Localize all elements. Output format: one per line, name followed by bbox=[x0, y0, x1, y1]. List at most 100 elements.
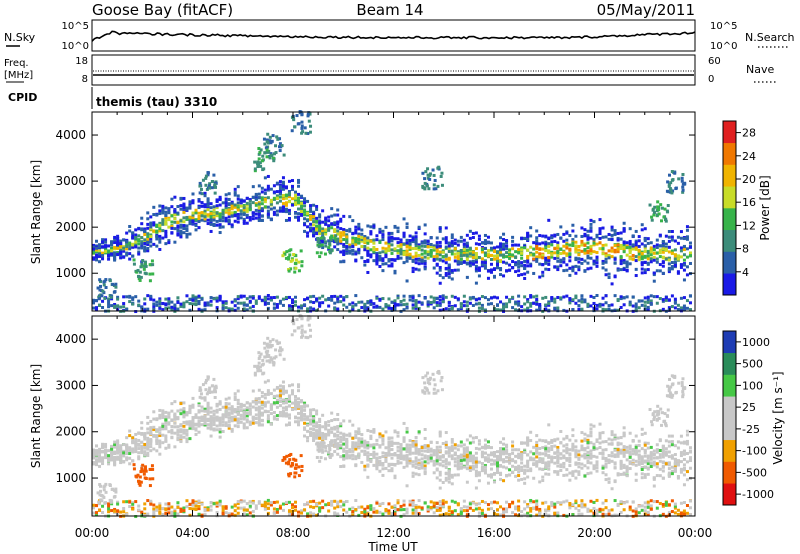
power-cell bbox=[264, 146, 268, 150]
power-cell bbox=[411, 270, 415, 274]
power-cell bbox=[468, 264, 472, 268]
power-cell bbox=[553, 251, 557, 255]
power-cell bbox=[420, 241, 424, 245]
power-cell bbox=[275, 209, 279, 213]
power-cell bbox=[565, 231, 569, 235]
power-cell bbox=[269, 187, 273, 191]
velocity-cell bbox=[275, 385, 279, 389]
power-cell bbox=[651, 208, 655, 212]
velocity-cell bbox=[257, 407, 261, 411]
velocity-cell bbox=[98, 464, 102, 468]
velocity-cell bbox=[366, 441, 370, 445]
power-cell bbox=[628, 300, 632, 304]
velocity-cell bbox=[233, 410, 237, 414]
power-cell bbox=[381, 229, 385, 233]
power-cell bbox=[218, 203, 222, 207]
power-cell bbox=[462, 294, 466, 298]
power-cell bbox=[104, 249, 108, 253]
power-cell bbox=[321, 238, 325, 242]
power-cell bbox=[142, 267, 146, 271]
power-cell bbox=[565, 254, 569, 258]
power-cell bbox=[580, 261, 584, 265]
power-cell bbox=[128, 224, 132, 228]
velocity-cell bbox=[312, 438, 316, 442]
power-cell bbox=[300, 120, 304, 124]
power-cell bbox=[435, 254, 439, 258]
power-cell bbox=[271, 134, 275, 138]
power-cell bbox=[390, 300, 394, 304]
power-cell bbox=[363, 248, 367, 252]
velocity-cell bbox=[134, 515, 138, 519]
velocity-cell bbox=[167, 430, 171, 434]
velocity-cell bbox=[315, 421, 319, 425]
power-cell bbox=[143, 232, 147, 236]
power-cell bbox=[182, 304, 186, 308]
power-cell bbox=[290, 187, 294, 191]
power-cell bbox=[107, 244, 111, 248]
velocity-cell bbox=[278, 394, 282, 398]
power-cell bbox=[517, 269, 521, 273]
velocity-cell bbox=[224, 423, 228, 427]
power-cell bbox=[185, 235, 189, 239]
power-cell bbox=[236, 194, 240, 198]
power-cell bbox=[622, 296, 626, 300]
power-cell bbox=[348, 229, 352, 233]
power-cell bbox=[405, 238, 409, 242]
power-cell bbox=[113, 256, 117, 260]
velocity-cell bbox=[345, 456, 349, 460]
velocity-cell bbox=[405, 458, 409, 462]
velocity-cell bbox=[378, 445, 382, 449]
power-cell bbox=[290, 179, 294, 183]
nsky-panel: N.Sky 10^5 10^0 10^5 10^0 N.Search bbox=[4, 19, 795, 52]
power-cell bbox=[227, 208, 231, 212]
velocity-cell bbox=[399, 449, 403, 453]
power-cell bbox=[477, 274, 481, 278]
velocity-cell bbox=[275, 405, 279, 409]
power-cell bbox=[113, 302, 117, 306]
power-cell bbox=[649, 299, 653, 303]
velocity-cell bbox=[290, 408, 294, 412]
power-cell bbox=[411, 236, 415, 240]
power-cell bbox=[342, 237, 346, 241]
power-cell bbox=[556, 232, 560, 236]
power-cell bbox=[426, 239, 430, 243]
power-cell bbox=[212, 218, 216, 222]
power-cell bbox=[203, 303, 207, 307]
power-cell bbox=[598, 303, 602, 307]
power-cell bbox=[538, 247, 542, 251]
power-cell bbox=[339, 239, 343, 243]
power-cell bbox=[438, 227, 442, 231]
power-cell bbox=[447, 301, 451, 305]
velocity-cell bbox=[360, 442, 364, 446]
velocity-cell bbox=[351, 513, 355, 517]
velocity-cell bbox=[384, 458, 388, 462]
velocity-cell bbox=[239, 500, 243, 504]
power-cell bbox=[194, 224, 198, 228]
power-cell bbox=[562, 232, 566, 236]
velocity-cell bbox=[318, 432, 322, 436]
power-cell bbox=[447, 264, 451, 268]
power-cell bbox=[489, 296, 493, 300]
velocity-cell bbox=[119, 449, 123, 453]
power-cell bbox=[426, 250, 430, 254]
power-cell bbox=[483, 259, 487, 263]
power-cell bbox=[251, 185, 255, 189]
power-cell bbox=[257, 152, 261, 156]
velocity-cell bbox=[236, 500, 240, 504]
power-cell bbox=[598, 241, 602, 245]
power-cell bbox=[662, 215, 666, 219]
power-cell bbox=[547, 242, 551, 246]
power-cell bbox=[682, 304, 686, 308]
power-cell bbox=[663, 207, 667, 211]
velocity-cell bbox=[95, 444, 99, 448]
velocity-cell bbox=[110, 509, 114, 513]
power-cell bbox=[381, 258, 385, 262]
power-cell bbox=[447, 269, 451, 273]
velocity-cell bbox=[297, 405, 301, 409]
power-cell bbox=[628, 227, 632, 231]
power-cell bbox=[116, 241, 120, 245]
power-cell bbox=[424, 170, 428, 174]
power-cell bbox=[658, 244, 662, 248]
colorbar-tick-label: 24 bbox=[742, 150, 756, 163]
power-cell bbox=[631, 234, 635, 238]
